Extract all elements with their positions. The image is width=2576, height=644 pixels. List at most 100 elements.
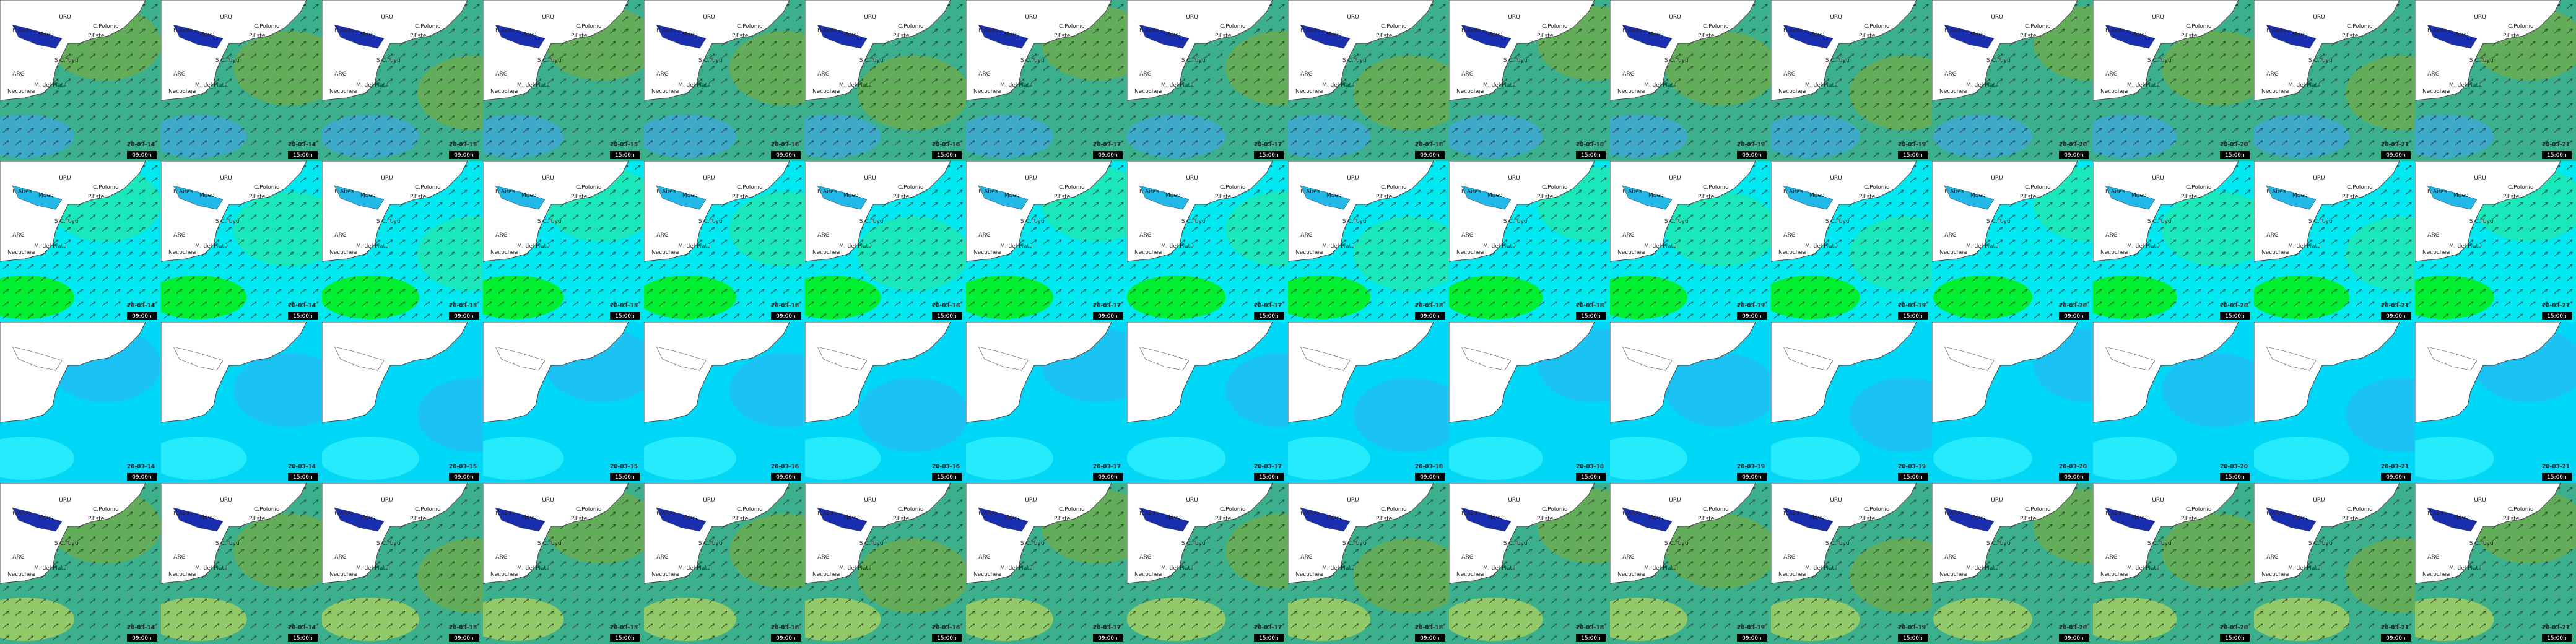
map-label: B.Aires [1300, 511, 1320, 517]
frame-date: 20-03-15 [449, 303, 477, 309]
land [1127, 483, 1273, 584]
map-label: C.Polonio [576, 507, 602, 513]
frame-date: 20-03-18 [1415, 625, 1443, 631]
map-label: URU [1830, 175, 1842, 181]
map-tile: URU C.Polonio B.Aires Mdeo P.Este S.C.Tuyú ARG… [1771, 161, 1932, 322]
map-label: URU [59, 175, 71, 181]
land [2254, 161, 2400, 262]
map-label: P.Este [1054, 516, 1071, 522]
frame-time: 09:00h [1420, 313, 1440, 320]
land [483, 322, 629, 423]
land [2415, 0, 2561, 101]
map-tile: 20-03-17 09:00h [966, 322, 1127, 483]
estuary [1139, 346, 1190, 371]
map-label: ARG [1622, 554, 1634, 560]
map-label: M. del Plata [356, 565, 389, 572]
estuary [1783, 507, 1834, 532]
map-label: M. del Plata [1644, 243, 1677, 250]
map-label: URU [1186, 175, 1198, 181]
map-label: Mdeo [1487, 32, 1503, 38]
frame-time: 09:00h [776, 635, 796, 642]
time-box [1576, 151, 1606, 159]
frame-time: 15:00h [2547, 313, 2567, 320]
map-label: Mdeo [1004, 32, 1020, 38]
frame-time: 09:00h [1098, 313, 1118, 320]
estuary [1944, 185, 1995, 210]
frame-time: 15:00h [1259, 474, 1279, 481]
map-label: C.Polonio [2347, 507, 2373, 513]
map-label: P.Este [2342, 516, 2359, 522]
map-label: Mdeo [360, 515, 376, 521]
map-label: P.Este [1215, 516, 1232, 522]
estuary [656, 185, 707, 210]
map-label: Mdeo [2131, 515, 2147, 521]
map-label: C.Polonio [254, 507, 280, 513]
map-label: S.C.Tuyú [1664, 219, 1689, 225]
estuary [2427, 185, 2478, 210]
map-label: P.Este [1376, 33, 1393, 39]
map-label: M. del Plata [839, 82, 872, 89]
field-area [858, 378, 966, 452]
frame-date: 20-03-17 [1254, 142, 1282, 148]
map-label: Necochea [7, 250, 35, 256]
map-label: Mdeo [521, 193, 537, 199]
map-label: P.Este [571, 194, 588, 200]
time-box [1093, 473, 1123, 481]
map-label: P.Este [2342, 33, 2359, 39]
map-label: URU [2474, 175, 2486, 181]
time-box [2220, 151, 2250, 159]
estuary [12, 507, 63, 532]
map-label: URU [381, 497, 393, 503]
time-box [1737, 151, 1767, 159]
land [1771, 483, 1917, 584]
map-label: Necochea [7, 89, 35, 95]
map-label: C.Polonio [2508, 507, 2534, 513]
map-label: S.C.Tuyú [1986, 541, 2011, 547]
estuary [1622, 24, 1673, 49]
map-tile: URU C.Polonio B.Aires Mdeo P.Este S.C.Tuyú ARG… [483, 483, 644, 644]
map-label: C.Polonio [1381, 507, 1407, 513]
map-label: Necochea [1456, 250, 1484, 256]
frame-time: 09:00h [2386, 635, 2406, 642]
map-label: M. del Plata [678, 565, 711, 572]
map-label: C.Polonio [1864, 185, 1890, 191]
map-tile: URU C.Polonio B.Aires Mdeo P.Este S.C.Tuyú ARG… [483, 0, 644, 161]
map-label: B.Aires [173, 28, 193, 34]
map-label: S.C.Tuyú [1020, 541, 1045, 547]
land [1771, 0, 1917, 101]
map-label: P.Este [410, 33, 427, 39]
map-label: ARG [817, 232, 829, 238]
land [966, 483, 1112, 584]
frame-time: 15:00h [2547, 635, 2567, 642]
map-label: Necochea [812, 250, 840, 256]
map-label: ARG [2105, 71, 2117, 77]
map-tile: URU C.Polonio B.Aires Mdeo P.Este S.C.Tuyú ARG… [2093, 0, 2254, 161]
map-label: B.Aires [1300, 28, 1320, 34]
frame-date: 20-03-15 [449, 625, 477, 631]
map-tile: URU C.Polonio B.Aires Mdeo P.Este S.C.Tuyú ARG… [1288, 0, 1449, 161]
frame-date: 20-03-19 [1737, 303, 1765, 309]
map-label: ARG [656, 232, 668, 238]
estuary [495, 507, 546, 532]
map-label: URU [1669, 14, 1681, 20]
frame-date: 20-03-17 [1093, 625, 1121, 631]
frame-date: 20-03-20 [2220, 464, 2248, 470]
map-label: Necochea [1456, 89, 1484, 95]
time-box [2542, 473, 2572, 481]
frame-time: 09:00h [776, 152, 796, 159]
map-label: B.Aires [978, 511, 998, 517]
frame-date: 20-03-19 [1898, 303, 1926, 309]
map-tile: URU C.Polonio B.Aires Mdeo P.Este S.C.Tuyú ARG… [1610, 161, 1771, 322]
map-label: Mdeo [2453, 32, 2469, 38]
estuary [334, 185, 385, 210]
map-label: C.Polonio [1220, 24, 1246, 30]
time-box [1898, 151, 1928, 159]
time-box [771, 634, 801, 642]
map-label: M. del Plata [1000, 243, 1033, 250]
map-label: C.Polonio [1542, 507, 1568, 513]
frame-date: 20-03-19 [1898, 464, 1926, 470]
map-tile: 20-03-18 09:00h [1288, 322, 1449, 483]
map-label: M. del Plata [1161, 565, 1194, 572]
time-box [449, 634, 479, 642]
map-label: S.C.Tuyú [2147, 219, 2172, 225]
